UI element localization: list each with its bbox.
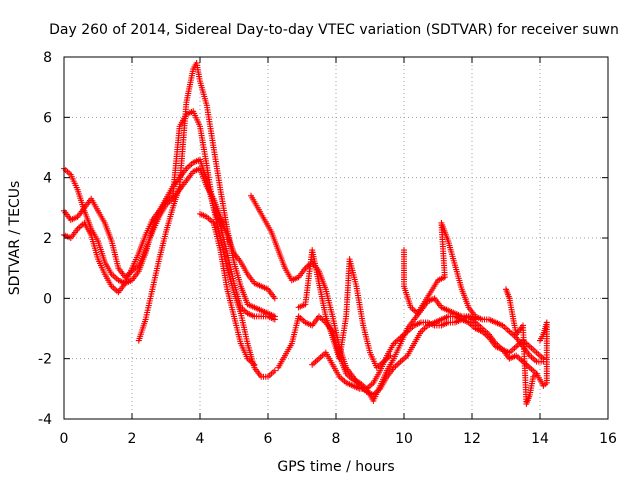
series-track-e bbox=[197, 210, 258, 368]
x-tick-label: 12 bbox=[463, 431, 481, 447]
y-tick-label: 6 bbox=[43, 110, 52, 126]
chart-title: Day 260 of 2014, Sidereal Day-to-day VTE… bbox=[49, 22, 619, 38]
x-tick-label: 6 bbox=[264, 431, 273, 447]
grid-layer bbox=[64, 57, 608, 419]
data-point bbox=[537, 337, 543, 344]
series-track-j bbox=[401, 219, 547, 365]
series-track-k bbox=[503, 286, 550, 407]
series-layer bbox=[61, 60, 550, 407]
x-tick-label: 0 bbox=[60, 431, 69, 447]
y-tick-label: 8 bbox=[43, 50, 52, 66]
y-tick-label: 0 bbox=[43, 291, 52, 307]
y-axis-label: SDTVAR / TECUs bbox=[7, 181, 23, 296]
series-track-f bbox=[248, 192, 479, 398]
x-tick-label: 2 bbox=[128, 431, 137, 447]
data-point bbox=[271, 367, 278, 374]
data-point bbox=[251, 361, 258, 368]
y-tick-label: -2 bbox=[38, 352, 52, 368]
y-tick-label: 4 bbox=[43, 171, 52, 187]
x-tick-label: 10 bbox=[395, 431, 413, 447]
tick-layer: 0 2 4 6 8 10 12 14 16 -4 -2 0 2 4 6 8 bbox=[38, 50, 617, 447]
x-tick-label: 4 bbox=[196, 431, 205, 447]
x-tick-label: 8 bbox=[332, 431, 341, 447]
series-track-h bbox=[309, 316, 540, 392]
y-tick-label: -4 bbox=[38, 412, 52, 428]
x-tick-label: 16 bbox=[599, 431, 617, 447]
x-axis-label: GPS time / hours bbox=[277, 459, 394, 475]
series-track-i bbox=[295, 247, 394, 371]
data-point bbox=[387, 352, 394, 359]
data-point bbox=[271, 313, 278, 320]
y-tick-label: 2 bbox=[43, 231, 52, 247]
data-point bbox=[271, 295, 278, 302]
series-track-d bbox=[135, 60, 278, 344]
x-tick-label: 14 bbox=[531, 431, 549, 447]
